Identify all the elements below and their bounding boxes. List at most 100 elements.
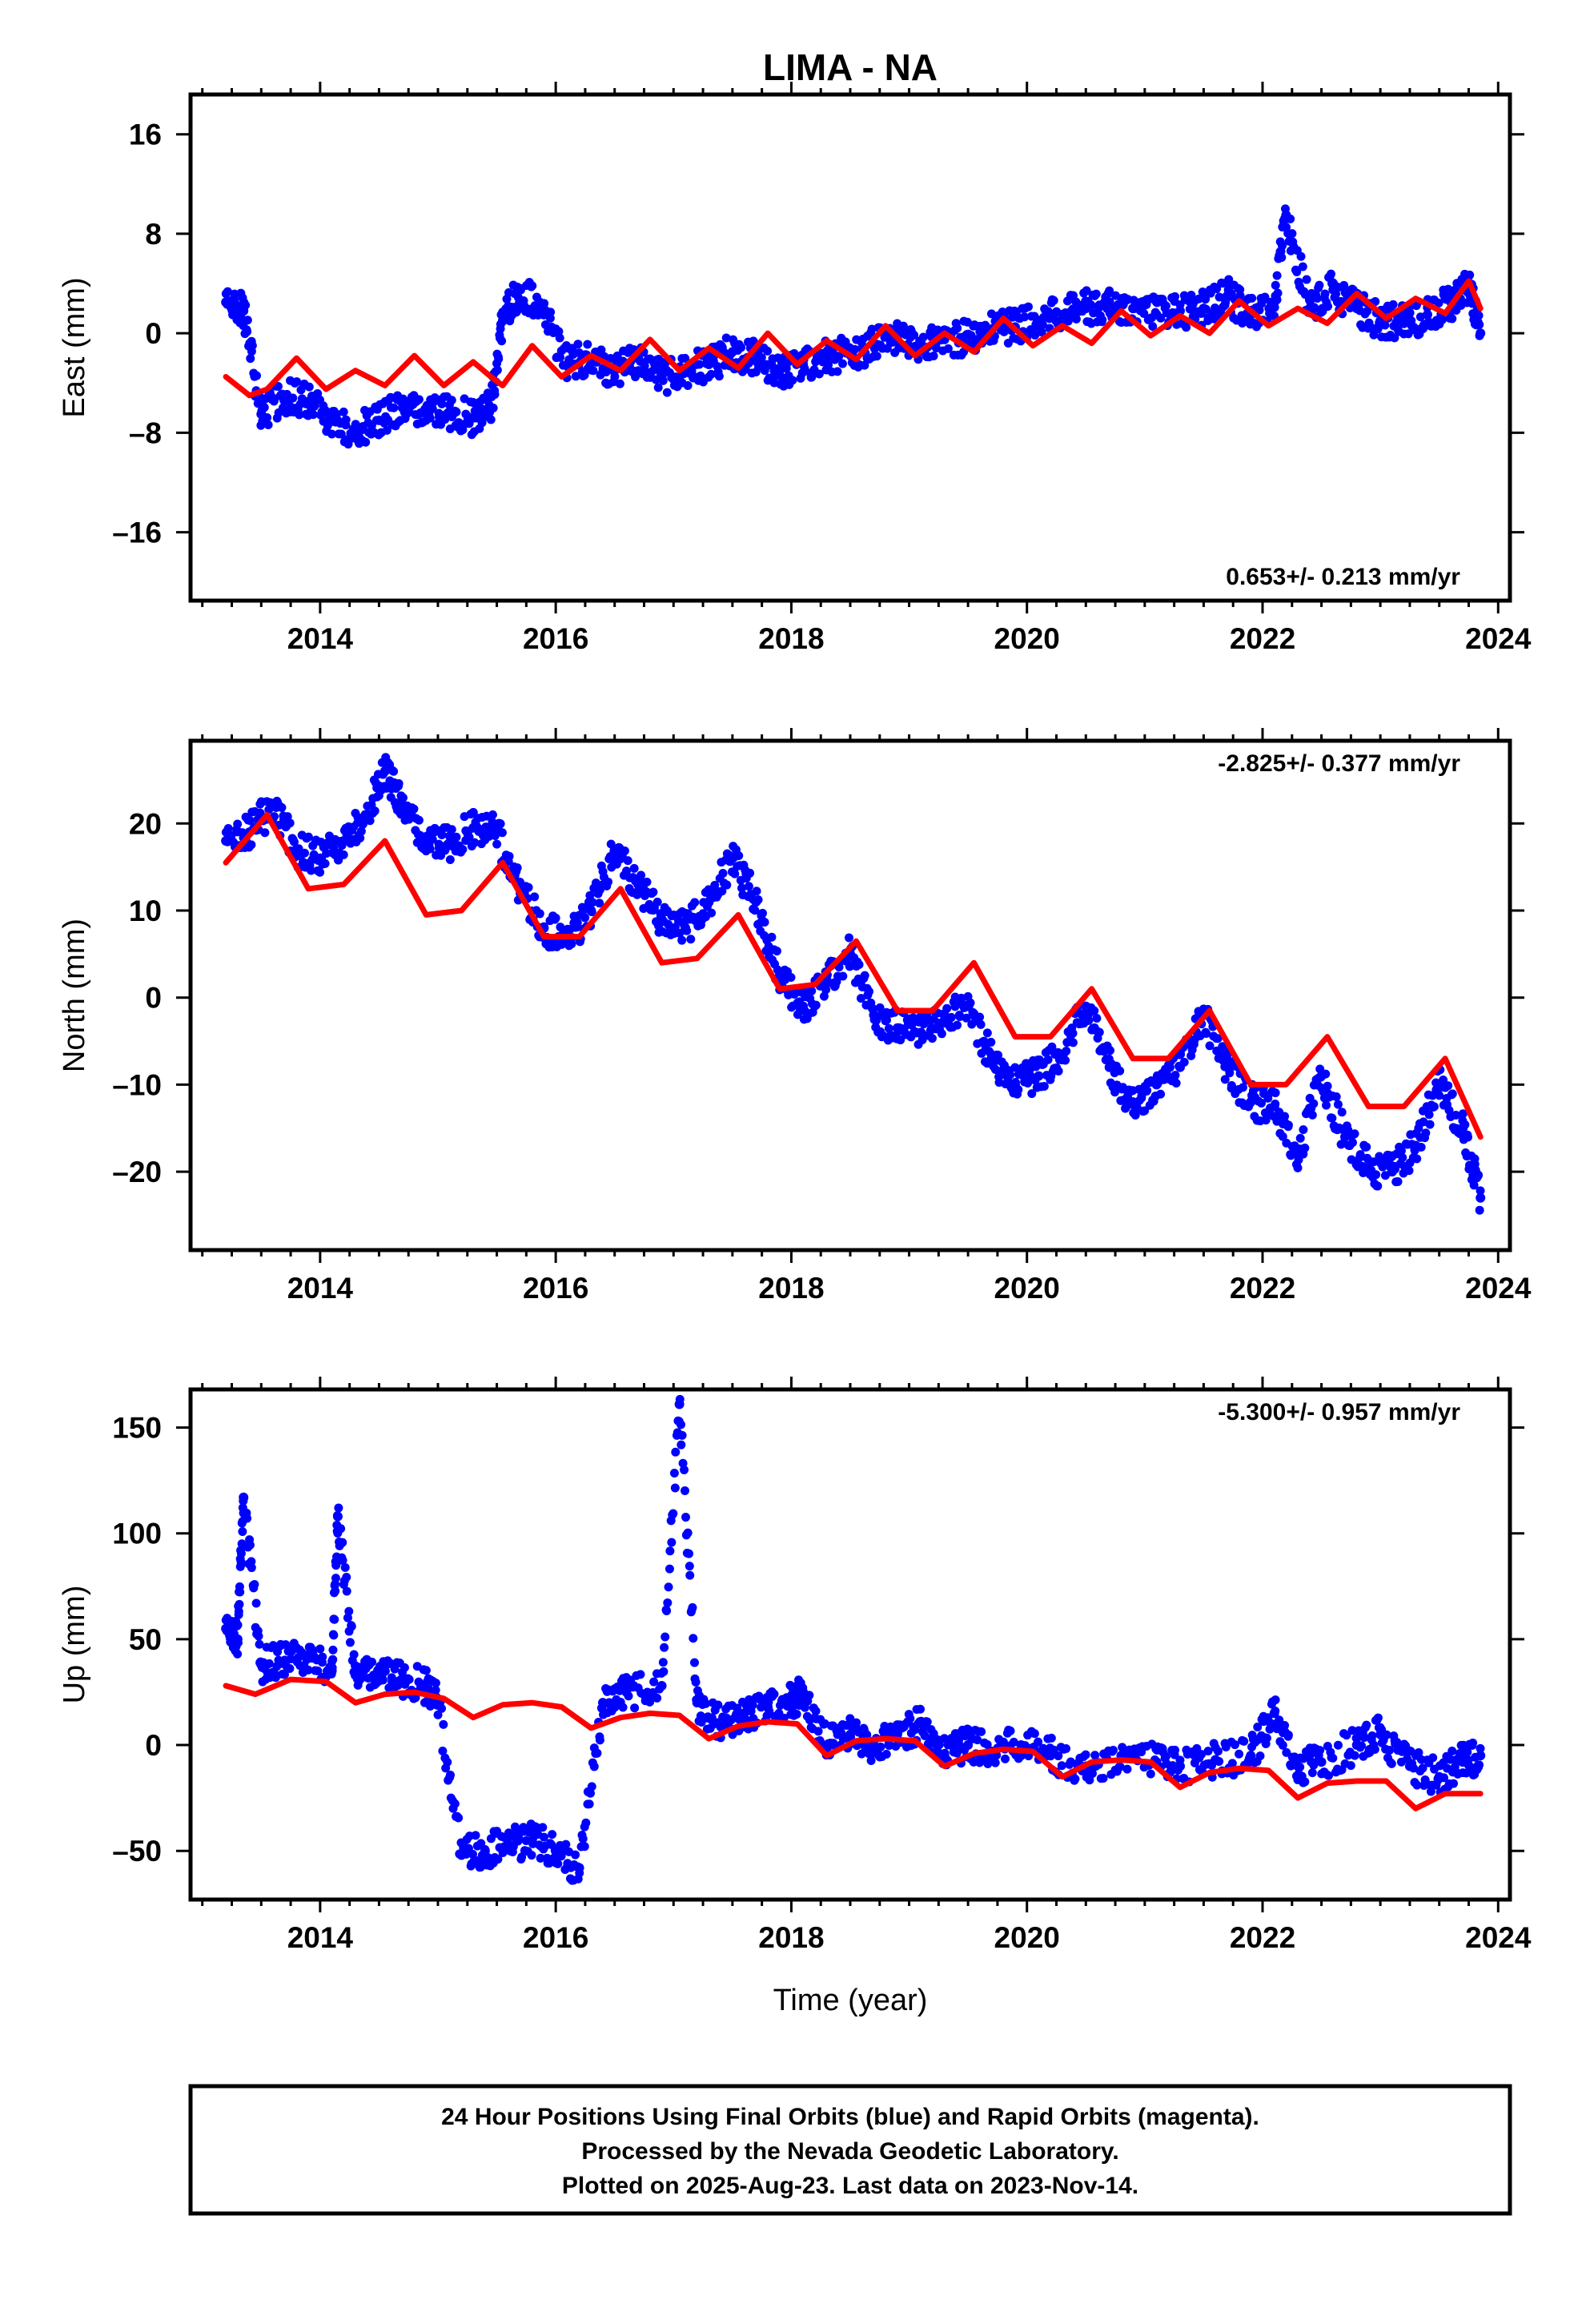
- panel-east: 2014 2016 2018 2020 2022 2024 –16 –8 0 8 16 East (m…: [58, 82, 1532, 655]
- data-point: [1257, 1098, 1267, 1108]
- data-point: [1373, 1713, 1383, 1723]
- data-point: [530, 892, 540, 902]
- data-point: [327, 1663, 337, 1672]
- data-point: [1030, 1729, 1039, 1739]
- data-point: [882, 1015, 892, 1025]
- data-point: [1179, 1057, 1189, 1067]
- data-point: [1255, 1751, 1265, 1761]
- panel-up-frame: [188, 1387, 1512, 1902]
- data-point: [1071, 314, 1081, 324]
- data-point: [1010, 1078, 1020, 1088]
- data-point: [1271, 1695, 1280, 1705]
- data-point: [1227, 1759, 1237, 1768]
- data-point: [975, 1012, 985, 1022]
- data-point: [701, 1699, 711, 1708]
- data-point: [763, 346, 773, 356]
- data-point: [581, 1818, 591, 1827]
- data-point: [1346, 1761, 1355, 1771]
- data-point: [1082, 286, 1091, 296]
- data-point: [1371, 1170, 1381, 1180]
- data-point: [1140, 1106, 1150, 1116]
- data-point: [710, 880, 720, 890]
- data-point: [1034, 1737, 1043, 1747]
- data-point: [341, 415, 351, 424]
- data-point: [1280, 1721, 1290, 1731]
- x-tick-label: 2024: [1465, 1272, 1532, 1305]
- data-point: [486, 415, 496, 424]
- data-point: [239, 1494, 249, 1503]
- data-point: [933, 325, 942, 335]
- data-point: [332, 1511, 343, 1522]
- data-point: [1156, 313, 1166, 323]
- data-point: [636, 870, 646, 880]
- data-point: [454, 1813, 464, 1823]
- data-point: [431, 1679, 440, 1688]
- data-point: [1447, 314, 1457, 324]
- data-point: [540, 299, 549, 308]
- data-point: [389, 403, 399, 412]
- data-point: [367, 1657, 377, 1667]
- data-point: [1271, 1088, 1280, 1098]
- data-point: [380, 1667, 390, 1676]
- x-tick-label: 2014: [287, 622, 354, 655]
- data-point: [394, 779, 404, 789]
- data-point: [1070, 1774, 1080, 1783]
- data-point: [1023, 302, 1033, 312]
- data-point: [838, 971, 848, 981]
- data-point: [722, 880, 732, 890]
- data-point: [1092, 1013, 1102, 1023]
- data-point: [588, 366, 598, 376]
- y-tick-label: 100: [112, 1518, 162, 1550]
- data-point: [295, 410, 304, 420]
- data-point: [1086, 300, 1096, 310]
- data-point: [986, 1037, 996, 1047]
- data-point: [1443, 1081, 1453, 1091]
- data-point: [1359, 1733, 1369, 1743]
- data-point: [807, 986, 817, 995]
- data-point: [233, 1620, 243, 1630]
- data-point: [690, 1658, 700, 1667]
- data-point: [1385, 1746, 1395, 1755]
- data-point: [1327, 269, 1336, 279]
- data-point: [561, 1839, 571, 1849]
- data-point: [1362, 1720, 1371, 1730]
- x-tick-label: 2020: [994, 622, 1060, 655]
- data-point: [496, 819, 505, 829]
- data-point: [1175, 1761, 1185, 1771]
- data-point: [1321, 1069, 1331, 1079]
- data-point: [447, 396, 456, 405]
- data-point: [990, 1758, 1000, 1767]
- data-point: [788, 376, 797, 385]
- data-point: [962, 1013, 971, 1023]
- data-point: [620, 846, 629, 855]
- y-tick-label: –8: [129, 416, 162, 449]
- data-point: [846, 1732, 856, 1742]
- y-tick-label: 20: [129, 807, 162, 840]
- data-point: [241, 300, 251, 310]
- data-point: [1347, 1726, 1357, 1735]
- data-point: [329, 843, 339, 853]
- data-point: [1333, 1740, 1343, 1750]
- data-point: [470, 838, 480, 847]
- data-point: [1335, 296, 1345, 306]
- data-point: [315, 1644, 325, 1654]
- x-tick-label: 2020: [994, 1272, 1060, 1305]
- data-point: [425, 844, 435, 854]
- caption-box: 24 Hour Positions Using Final Orbits (bl…: [188, 2084, 1512, 2216]
- data-point: [355, 834, 365, 843]
- data-point: [446, 1770, 456, 1779]
- data-point: [1298, 262, 1307, 271]
- data-point: [1405, 308, 1415, 318]
- x-tick-label: 2016: [523, 1272, 588, 1305]
- data-point: [546, 308, 556, 317]
- data-point: [1170, 1745, 1180, 1755]
- data-point: [1391, 1164, 1400, 1174]
- data-point: [428, 834, 437, 844]
- data-point: [452, 832, 461, 842]
- data-point: [1309, 1099, 1319, 1108]
- data-point: [624, 1691, 633, 1701]
- data-point: [246, 354, 255, 364]
- y-axis-label-up: Up (mm): [58, 1586, 91, 1704]
- data-point: [1049, 296, 1058, 305]
- data-point: [629, 863, 639, 873]
